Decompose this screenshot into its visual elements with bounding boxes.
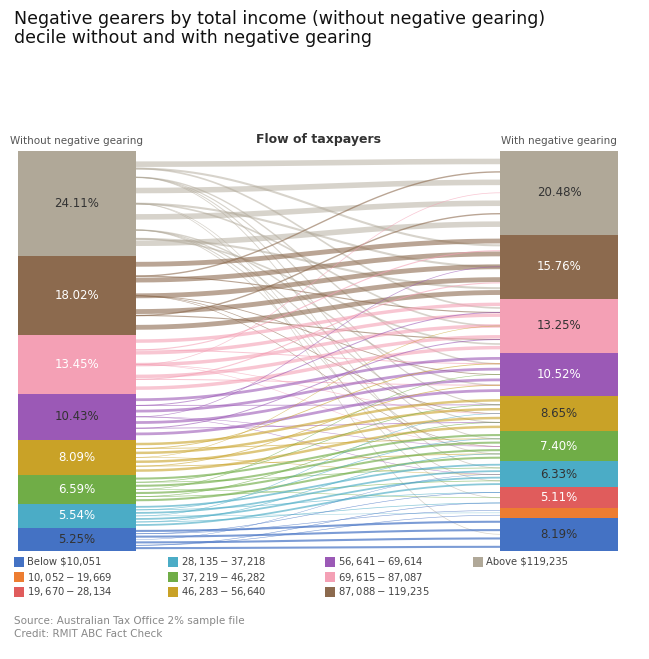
Bar bbox=[14, 557, 24, 567]
Text: $56,641 - $69,614: $56,641 - $69,614 bbox=[338, 556, 424, 569]
Bar bbox=[14, 587, 24, 597]
Bar bbox=[500, 235, 618, 299]
Text: 6.33%: 6.33% bbox=[541, 468, 578, 481]
Text: Credit: RMIT ABC Fact Check: Credit: RMIT ABC Fact Check bbox=[14, 629, 162, 639]
Bar bbox=[18, 256, 136, 335]
Text: 10.52%: 10.52% bbox=[537, 368, 582, 381]
Text: $87,088 - $119,235: $87,088 - $119,235 bbox=[338, 585, 430, 598]
Text: $37,219 - $46,282: $37,219 - $46,282 bbox=[181, 571, 266, 583]
Text: Above $119,235: Above $119,235 bbox=[486, 557, 568, 567]
Text: $28,135 - $37,218: $28,135 - $37,218 bbox=[181, 556, 267, 569]
Bar bbox=[473, 557, 483, 567]
Bar bbox=[18, 151, 136, 256]
Bar bbox=[500, 487, 618, 508]
Bar bbox=[18, 440, 136, 475]
Text: 13.25%: 13.25% bbox=[537, 320, 582, 333]
Text: 5.54%: 5.54% bbox=[58, 509, 95, 523]
Bar bbox=[18, 504, 136, 528]
Text: 8.65%: 8.65% bbox=[541, 407, 578, 420]
Bar bbox=[500, 151, 618, 235]
Bar bbox=[18, 335, 136, 394]
Text: $10,052 - $19,669: $10,052 - $19,669 bbox=[27, 571, 112, 583]
Bar bbox=[18, 394, 136, 440]
Text: $19,670 - $28,134: $19,670 - $28,134 bbox=[27, 585, 112, 598]
Bar bbox=[325, 557, 335, 567]
Text: Flow of taxpayers: Flow of taxpayers bbox=[256, 133, 380, 146]
Text: 24.11%: 24.11% bbox=[55, 197, 99, 210]
Text: 7.40%: 7.40% bbox=[541, 440, 578, 453]
Text: 5.25%: 5.25% bbox=[58, 533, 95, 546]
Text: With negative gearing: With negative gearing bbox=[501, 136, 617, 146]
Bar bbox=[14, 572, 24, 582]
Bar bbox=[325, 572, 335, 582]
Text: 10.43%: 10.43% bbox=[55, 411, 99, 423]
Bar bbox=[168, 587, 178, 597]
Text: $46,283 - $56,640: $46,283 - $56,640 bbox=[181, 585, 267, 598]
Text: 8.19%: 8.19% bbox=[541, 528, 578, 541]
Text: decile without and with negative gearing: decile without and with negative gearing bbox=[14, 29, 372, 47]
Bar bbox=[168, 572, 178, 582]
Text: Without negative gearing: Without negative gearing bbox=[10, 136, 143, 146]
Text: 8.09%: 8.09% bbox=[58, 451, 95, 464]
Text: 15.76%: 15.76% bbox=[537, 260, 582, 273]
Text: Negative gearers by total income (without negative gearing): Negative gearers by total income (withou… bbox=[14, 10, 545, 28]
Bar bbox=[500, 299, 618, 353]
Bar bbox=[500, 517, 618, 551]
Text: Below $10,051: Below $10,051 bbox=[27, 557, 101, 567]
Bar bbox=[500, 508, 618, 517]
Bar bbox=[500, 353, 618, 396]
Text: Source: Australian Tax Office 2% sample file: Source: Australian Tax Office 2% sample … bbox=[14, 616, 245, 626]
Text: 20.48%: 20.48% bbox=[537, 186, 582, 199]
Bar bbox=[18, 475, 136, 504]
Text: $69,615 - $87,087: $69,615 - $87,087 bbox=[338, 571, 423, 583]
Bar bbox=[500, 396, 618, 431]
Text: 5.11%: 5.11% bbox=[541, 491, 578, 504]
Text: 6.59%: 6.59% bbox=[58, 483, 95, 496]
Bar bbox=[500, 461, 618, 487]
Text: 18.02%: 18.02% bbox=[55, 289, 99, 302]
Bar bbox=[18, 528, 136, 551]
Bar bbox=[500, 431, 618, 461]
Text: 13.45%: 13.45% bbox=[55, 358, 99, 371]
Bar bbox=[168, 557, 178, 567]
Bar bbox=[325, 587, 335, 597]
